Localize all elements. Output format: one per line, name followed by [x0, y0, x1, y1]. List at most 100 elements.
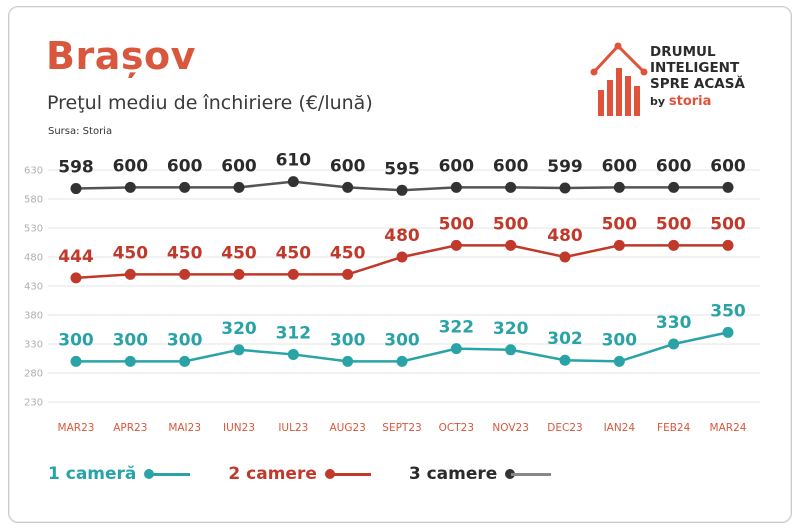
x-tick-label: IAN24	[604, 422, 636, 434]
data-point	[342, 181, 354, 193]
data-point	[233, 268, 245, 280]
x-tick-label: MAR23	[58, 422, 95, 434]
y-tick-label: 380	[24, 311, 43, 322]
legend-item-2-camere: 2 camere	[228, 464, 371, 484]
legend-swatch	[144, 467, 191, 481]
data-point	[179, 268, 191, 280]
data-point	[124, 181, 136, 193]
data-point	[287, 268, 299, 280]
data-point	[505, 239, 517, 251]
x-tick-label: MAI23	[168, 422, 201, 434]
legend-label: 3 camere	[408, 464, 498, 484]
data-label: 312	[276, 323, 312, 343]
data-point	[613, 355, 625, 367]
x-tick-label: FEB24	[657, 422, 691, 434]
data-label: 300	[384, 330, 420, 350]
legend-label: 1 cameră	[48, 464, 137, 484]
data-label: 600	[439, 156, 475, 176]
logo-byline: by storia	[650, 94, 712, 109]
data-label: 330	[656, 313, 692, 333]
data-label: 600	[330, 156, 366, 176]
data-label: 595	[384, 159, 420, 179]
data-label: 600	[493, 156, 529, 176]
data-label: 320	[221, 319, 257, 339]
data-point	[179, 355, 191, 367]
data-label: 300	[58, 330, 94, 350]
data-point	[342, 355, 354, 367]
data-label: 600	[656, 156, 692, 176]
series-2: 444 450 450 450 450 450 480 500 500 480 500 500 500	[58, 214, 746, 284]
y-tick-label: 280	[24, 369, 43, 380]
data-point	[179, 181, 191, 193]
data-label: 500	[439, 214, 475, 234]
chart-grid	[48, 169, 760, 403]
data-point	[722, 326, 734, 338]
legend-item-3-camere: 3 camere	[408, 464, 552, 484]
data-point	[396, 355, 408, 367]
data-label: 480	[547, 226, 583, 246]
legend-label: 2 camere	[228, 464, 317, 484]
data-label: 300	[330, 330, 366, 350]
data-point	[396, 184, 408, 196]
data-point	[287, 176, 299, 188]
brand-logo: DRUMUL INTELIGENT SPRE ACASĂ by storia	[590, 40, 760, 120]
data-point	[722, 239, 734, 251]
x-tick-label: APR23	[113, 422, 147, 434]
data-label: 500	[602, 214, 638, 234]
data-point	[124, 268, 136, 280]
data-point	[233, 181, 245, 193]
data-point	[559, 354, 571, 366]
data-label: 610	[276, 151, 312, 171]
data-point	[124, 355, 136, 367]
data-label: 500	[710, 214, 746, 234]
data-point	[233, 344, 245, 356]
chart-legend: 1 cameră 2 camere 3 camere	[48, 462, 589, 486]
data-point	[396, 251, 408, 263]
data-point	[613, 239, 625, 251]
data-label: 600	[710, 156, 746, 176]
series-3: 598 600 600 600 610 600 595 600 600 599 600 600 600	[58, 151, 746, 196]
page-title: Brașov	[46, 34, 196, 78]
data-label: 600	[167, 156, 203, 176]
data-point	[668, 239, 680, 251]
data-label: 500	[656, 214, 692, 234]
x-tick-label: NOV23	[492, 422, 528, 434]
data-point	[668, 338, 680, 350]
data-label: 300	[113, 330, 149, 350]
data-point	[287, 348, 299, 360]
legend-swatch	[324, 467, 371, 481]
data-label: 598	[58, 158, 94, 178]
data-label: 480	[384, 226, 420, 246]
data-label: 600	[602, 156, 638, 176]
source-note: Sursa: Storia	[48, 126, 113, 137]
x-tick-label: IUL23	[278, 422, 308, 434]
series-1: 300 300 300 320 312 300 300 322 320 302 300 330 350	[58, 301, 746, 367]
data-point	[450, 239, 462, 251]
data-label: 450	[113, 243, 149, 263]
data-label: 302	[547, 329, 583, 349]
data-point	[70, 183, 82, 195]
y-tick-label: 230	[24, 398, 43, 409]
data-label: 322	[439, 318, 475, 338]
data-point	[722, 181, 734, 193]
data-label: 600	[221, 156, 257, 176]
data-point	[668, 181, 680, 193]
x-tick-label: AUG23	[329, 422, 365, 434]
y-tick-label: 330	[24, 340, 43, 351]
data-label: 450	[330, 243, 366, 263]
x-tick-label: MAR24	[710, 422, 747, 434]
data-point	[559, 251, 571, 263]
data-point	[559, 182, 571, 194]
data-label: 599	[547, 157, 583, 177]
logo-wordmark: DRUMUL INTELIGENT SPRE ACASĂ	[650, 44, 745, 92]
x-tick-label: SEPT23	[382, 422, 421, 434]
y-axis-ticks: 230 280 330 380 430 480 530 580 630	[24, 166, 43, 409]
chart-card	[8, 6, 792, 523]
chart-series: 300 300 300 320 312 300 300 322 320 302 300 330 350 4…	[58, 151, 746, 367]
data-point	[342, 268, 354, 280]
y-tick-label: 430	[24, 282, 43, 293]
data-point	[450, 343, 462, 355]
y-tick-label: 480	[24, 253, 43, 264]
chart-subtitle: Preţul mediu de închiriere (€/lună)	[47, 92, 373, 114]
